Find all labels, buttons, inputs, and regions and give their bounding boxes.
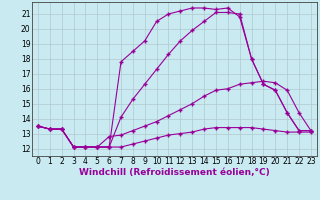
X-axis label: Windchill (Refroidissement éolien,°C): Windchill (Refroidissement éolien,°C) <box>79 168 270 177</box>
